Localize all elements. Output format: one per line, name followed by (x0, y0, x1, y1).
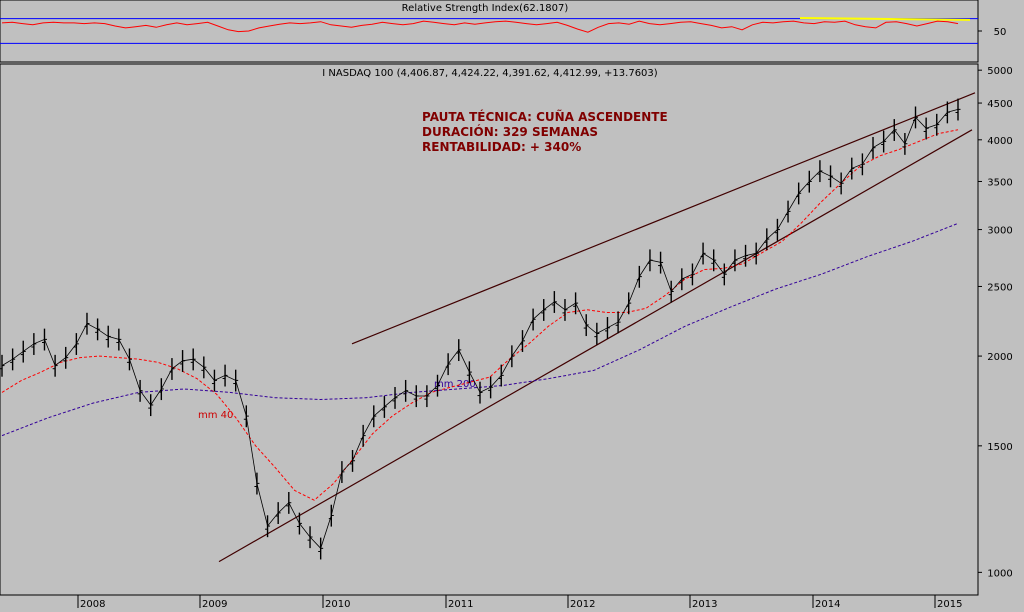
price-tick-label: 1000 (987, 568, 1012, 579)
rsi-y-axis: 50 (978, 27, 1006, 38)
price-title: I NASDAQ 100 (4,406.87, 4,424.22, 4,391.… (322, 68, 657, 79)
mm40-label: mm 40 (198, 410, 233, 421)
price-tick-label: 2500 (987, 282, 1012, 293)
price-tick-label: 4000 (987, 136, 1012, 147)
rsi-tick-label: 50 (994, 27, 1007, 38)
rsi-line (1, 20, 959, 33)
price-y-axis: 1000 1500 2000 2500 3000 3500 4000 4500 5000 (978, 66, 1013, 579)
x-tick-label: 2014 (815, 599, 840, 608)
x-tick-label: 2012 (570, 599, 595, 608)
pattern-annotation-line2: DURACIÓN: 329 SEMANAS (422, 124, 598, 139)
rsi-title: Relative Strength Index(62.1807) (402, 3, 569, 14)
wedge-trendlines (218, 92, 976, 563)
date-x-axis: 2008 2009 2010 2011 2012 2013 2014 2015 (0, 594, 978, 610)
rsi-panel (0, 0, 979, 63)
x-tick-label: 2009 (202, 599, 227, 608)
price-close-line (1, 109, 959, 550)
x-tick-label: 2008 (80, 599, 105, 608)
price-tick-label: 2000 (987, 352, 1012, 363)
price-tick-label: 1500 (987, 442, 1012, 453)
price-panel (0, 63, 979, 596)
price-tick-label: 5000 (987, 66, 1012, 77)
rsi-series (1, 16, 971, 33)
pattern-annotation-line1: PAUTA TÉCNICA: CUÑA ASCENDENTE (422, 109, 668, 124)
rsi-trendline (799, 16, 971, 21)
price-bars (0, 98, 961, 560)
pattern-annotation-line3: RENTABILIDAD: + 340% (422, 140, 581, 154)
x-tick-label: 2010 (325, 599, 350, 608)
mm40-line (1, 129, 959, 501)
wedge-upper-line (351, 92, 976, 345)
wedge-lower-line (218, 129, 973, 563)
price-tick-label: 3000 (987, 226, 1012, 237)
x-tick-label: 2013 (692, 599, 717, 608)
x-tick-label: 2015 (937, 599, 962, 608)
price-tick-label: 4500 (987, 99, 1012, 110)
mm200-label: mm 200 (434, 379, 476, 390)
x-tick-label: 2011 (448, 599, 473, 608)
price-tick-label: 3500 (987, 177, 1012, 188)
